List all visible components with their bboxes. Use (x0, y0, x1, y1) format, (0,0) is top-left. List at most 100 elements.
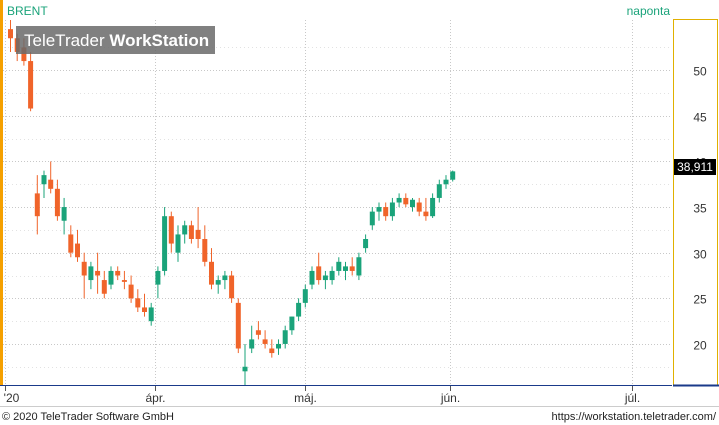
candle (423, 197, 429, 221)
candle-body-down (262, 339, 268, 344)
candle-body-up (222, 275, 228, 281)
candle-body-up (430, 197, 436, 217)
price-axis-frame[interactable] (673, 19, 718, 386)
candle (289, 316, 295, 335)
candle-body-up (242, 366, 248, 372)
candle (349, 257, 355, 276)
candle-body-down (255, 330, 261, 335)
candle-body-up (148, 307, 154, 322)
candle (108, 266, 114, 290)
candle (322, 270, 328, 290)
x-tick-label: '20 (4, 391, 20, 405)
candle-body-down (68, 234, 74, 253)
candle (309, 266, 315, 290)
candle-body-up (322, 275, 328, 281)
candle-body-up (108, 270, 114, 285)
candle-body-up (363, 239, 369, 249)
watermark-product: WorkStation (109, 31, 209, 50)
candle (376, 202, 382, 221)
candle (443, 175, 449, 189)
candle (229, 270, 235, 303)
candle-body-up (336, 261, 342, 271)
candle-body-down (383, 207, 389, 217)
candle-body-up (249, 339, 255, 349)
candle-body-down (54, 188, 60, 217)
candle (255, 321, 261, 340)
candle (48, 161, 54, 194)
candle-body-up (282, 330, 288, 344)
y-tick-label: 35 (693, 202, 707, 216)
candle-body-up (276, 343, 281, 349)
candle (430, 193, 436, 219)
candle-body-up (41, 175, 47, 185)
candle (34, 175, 40, 235)
candle-body-down (195, 229, 201, 239)
symbol-accent-bar (0, 2, 3, 18)
candle-body-down (115, 270, 121, 276)
candle (142, 293, 147, 317)
candle-body-up (410, 199, 415, 208)
period-label[interactable]: naponta (627, 4, 671, 18)
candle-body-down (235, 302, 241, 349)
candle (175, 225, 181, 262)
candle (188, 220, 194, 244)
candle-body-up (309, 270, 315, 285)
candle (88, 261, 94, 290)
candle (41, 170, 47, 198)
candle (389, 197, 395, 221)
candle-body-down (135, 298, 141, 308)
candle (329, 266, 335, 285)
candle-body-up (302, 289, 308, 303)
candle-body-up (155, 270, 161, 285)
candlestick-series (8, 20, 456, 385)
candle (115, 266, 121, 281)
candle (262, 330, 268, 349)
candle-body-down (209, 261, 214, 285)
candle-body-up (162, 216, 168, 271)
candle-body-down (316, 266, 322, 281)
candle (235, 298, 241, 354)
candle (343, 261, 348, 281)
candle (282, 325, 288, 349)
candle (336, 257, 342, 276)
candle-body-down (28, 61, 34, 109)
candle (209, 248, 214, 290)
candle (410, 197, 415, 212)
candle-body-up (61, 207, 67, 221)
candle (450, 170, 456, 182)
candle-body-down (403, 197, 409, 205)
candle (121, 270, 127, 290)
candle-body-down (128, 284, 134, 299)
last-price-tag: 38,911 (674, 159, 716, 175)
candle-body-up (215, 280, 221, 285)
candle (356, 252, 362, 281)
candle (436, 179, 442, 203)
candle (81, 252, 87, 299)
candle (54, 179, 60, 221)
candle-body-down (229, 275, 235, 299)
candle (28, 51, 34, 112)
candle-body-up (343, 266, 348, 271)
candle-body-up (356, 257, 362, 276)
candle (215, 275, 221, 294)
candle (222, 270, 228, 290)
candle (148, 302, 154, 326)
candle (363, 234, 369, 253)
candle-body-down (34, 193, 40, 217)
candle (316, 252, 322, 285)
candle-body-down (75, 243, 80, 258)
candle (296, 298, 302, 322)
candle-body-up (443, 179, 449, 185)
candle (403, 193, 409, 208)
candle-body-down (21, 47, 27, 62)
copyright-text: © 2020 TeleTrader Software GmbH (2, 411, 174, 423)
candle (416, 197, 422, 217)
candle-body-down (416, 202, 422, 212)
candle (8, 20, 13, 52)
footer-url-link[interactable]: https://workstation.teletrader.com/ (552, 411, 717, 423)
candle-body-up (389, 202, 395, 217)
x-tick-label: jún. (440, 391, 460, 405)
candle (101, 270, 107, 299)
y-tick-label: 20 (693, 339, 707, 353)
